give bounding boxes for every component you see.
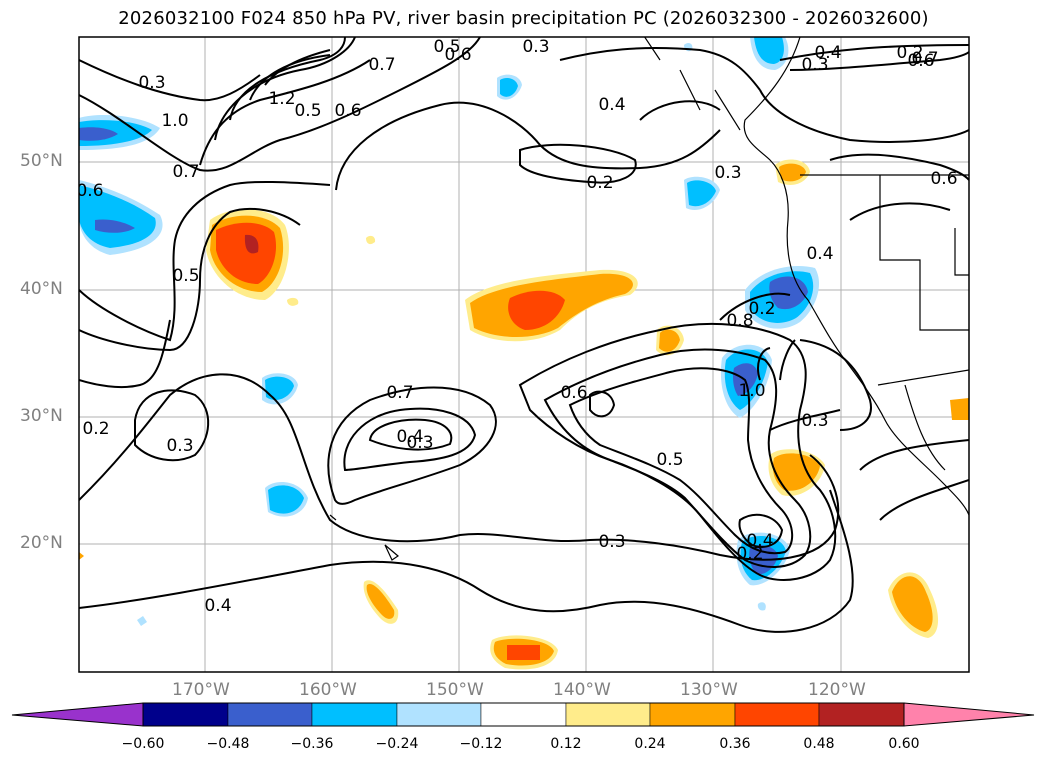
- colorbar-tick: −0.48: [206, 736, 250, 752]
- contour-label: 0.3: [714, 163, 741, 183]
- colorbar-tick: 0.36: [719, 736, 751, 752]
- contour-label: 0.3: [598, 532, 625, 552]
- contour-label: 0.7: [172, 162, 199, 182]
- colorbar-tick: −0.36: [290, 736, 334, 752]
- colorbar-tick: 0.24: [634, 736, 666, 752]
- contour-label: 0.4: [746, 531, 773, 551]
- lat-label-50n: 50°N: [20, 151, 63, 171]
- contour-label: 0.4: [204, 596, 231, 616]
- lon-label-150w: 150°W: [426, 680, 484, 700]
- contour-label: 0.3: [801, 411, 828, 431]
- colorbar-tick: 0.12: [550, 736, 582, 752]
- contour-label: 1.2: [268, 89, 295, 109]
- colorbar-tick: 0.60: [888, 736, 920, 752]
- lon-label-120w: 120°W: [808, 680, 866, 700]
- contour-label: 0.6: [76, 181, 103, 201]
- lat-label-20n: 20°N: [20, 533, 63, 553]
- pv-contours: [79, 37, 969, 633]
- contour-label: 0.7: [368, 55, 395, 75]
- coastlines: [329, 37, 969, 561]
- colorbar-tick: 0.48: [803, 736, 835, 752]
- contour-label: 0.2: [82, 419, 109, 439]
- contour-label: 0.3: [406, 433, 433, 453]
- precip-shading: [79, 37, 969, 670]
- contour-label: 0.3: [801, 55, 828, 75]
- colorbar-tick: −0.12: [459, 736, 503, 752]
- contour-label: 0.2: [896, 43, 923, 63]
- lon-label-170w: 170°W: [172, 680, 230, 700]
- contour-label: 1.0: [738, 381, 765, 401]
- contour-label: 0.4: [396, 427, 423, 447]
- contour-label: 0.7: [911, 49, 938, 69]
- contour-label: 0.5: [656, 450, 683, 470]
- contour-label: 0.2: [586, 173, 613, 193]
- contour-label: 0.5: [294, 101, 321, 121]
- plot-frame: [78, 36, 970, 673]
- contour-label: 0.6: [560, 383, 587, 403]
- contour-label: 0.7: [386, 383, 413, 403]
- contour-label: 0.6: [334, 101, 361, 121]
- contour-label: 0.2: [736, 544, 763, 564]
- contour-label: 0.6: [907, 51, 934, 71]
- lon-label-140w: 140°W: [553, 680, 611, 700]
- lat-label-30n: 30°N: [20, 406, 63, 426]
- gridlines: [79, 37, 969, 672]
- colorbar-tick: −0.24: [375, 736, 419, 752]
- colorbar-tick: −0.60: [121, 736, 165, 752]
- map-title: 2026032100 F024 850 hPa PV, river basin …: [118, 8, 929, 29]
- contour-label: 1.0: [161, 111, 188, 131]
- contour-label: 0.5: [433, 37, 460, 57]
- contour-label: 0.8: [726, 311, 753, 331]
- contour-labels: 0.30.40.50.60.71.01.20.5 0.60.70.30.20.40…: [76, 37, 958, 616]
- lon-label-160w: 160°W: [299, 680, 357, 700]
- contour-label: 0.4: [598, 95, 625, 115]
- contour-label: 0.5: [172, 266, 199, 286]
- contour-label: 0.3: [522, 37, 549, 57]
- lat-label-40n: 40°N: [20, 279, 63, 299]
- contour-label: 0.6: [930, 169, 957, 189]
- contour-label: 0.3: [138, 73, 165, 93]
- contour-label: 0.3: [166, 436, 193, 456]
- colorbar: [11, 702, 1035, 727]
- contour-label: 0.6: [444, 45, 471, 65]
- contour-label: 0.2: [748, 299, 775, 319]
- lon-label-130w: 130°W: [680, 680, 738, 700]
- contour-label: 0.4: [814, 43, 841, 63]
- contour-label: 0.4: [806, 244, 833, 264]
